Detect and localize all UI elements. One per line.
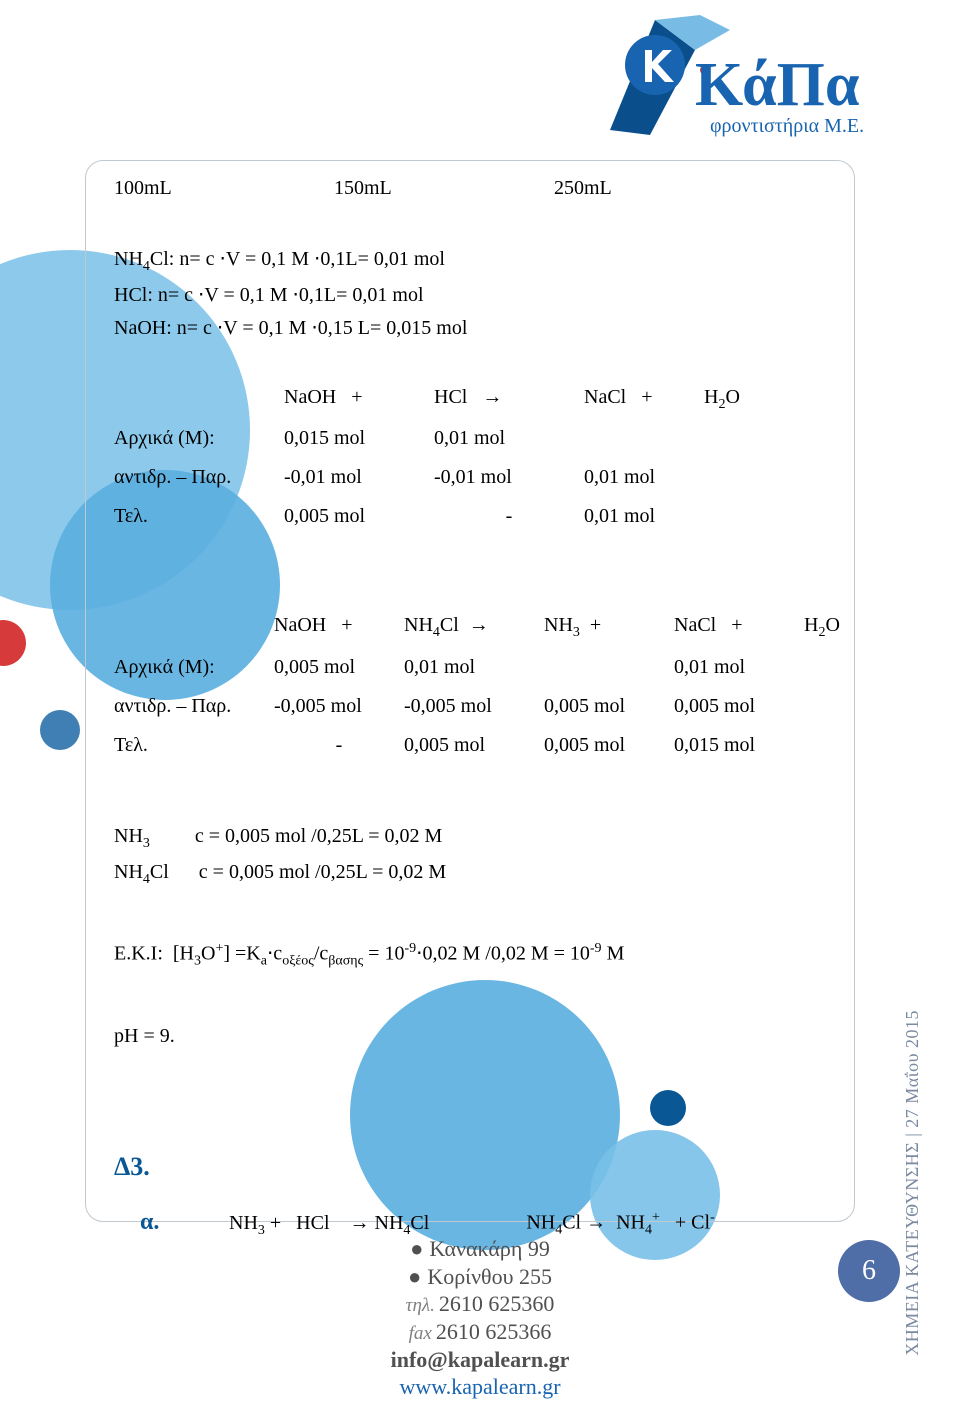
cell: 0,005 mol bbox=[674, 687, 804, 726]
row-label: Αρχικά (M): bbox=[114, 648, 274, 687]
content-frame: 100mL 150mL 250mL NH4Cl: n= c ⋅V = 0,1 M… bbox=[85, 160, 855, 1222]
rxn-hdr: NH3 + bbox=[544, 606, 674, 648]
cell: - bbox=[274, 726, 404, 765]
cell: -0,005 mol bbox=[404, 687, 544, 726]
footer: ●Κανακάρη 99 ●Κορίνθου 255 τηλ.2610 6253… bbox=[0, 1235, 960, 1401]
cell: 0,015 mol bbox=[284, 419, 434, 458]
cell: - bbox=[434, 497, 584, 536]
cell: 0,01 mol bbox=[404, 648, 544, 687]
cell: 0,005 mol bbox=[284, 497, 434, 536]
concentration-block: NH3 c = 0,005 mol /0,25L = 0,02 M NH4Cl … bbox=[114, 821, 834, 1052]
cell: 0,005 mol bbox=[404, 726, 544, 765]
page-number-badge: 6 bbox=[838, 1240, 900, 1302]
conc-line: NH4Cl c = 0,005 mol /0,25L = 0,02 M bbox=[114, 857, 834, 891]
footer-addr2: ●Κορίνθου 255 bbox=[0, 1263, 960, 1291]
rxn-hdr: NaOH + bbox=[284, 378, 434, 420]
volume-2: 150mL bbox=[334, 173, 554, 204]
rxn-hdr: H2O bbox=[804, 606, 864, 648]
rxn-hdr: NaCl + bbox=[674, 606, 804, 648]
cell: 0,005 mol bbox=[274, 648, 404, 687]
mole-calculations: NH4Cl: n= c ⋅V = 0,1 M ⋅0,1L= 0,01 mol H… bbox=[114, 244, 834, 344]
cell bbox=[584, 419, 704, 458]
footer-fax: fax2610 625366 bbox=[0, 1318, 960, 1346]
footer-addr1: ●Κανακάρη 99 bbox=[0, 1235, 960, 1263]
cell: 0,01 mol bbox=[674, 648, 804, 687]
brand-logo: ΚάΠα φροντιστήρια Μ.Ε. bbox=[600, 10, 900, 150]
cell: -0,01 mol bbox=[284, 458, 434, 497]
volume-3: 250mL bbox=[554, 173, 612, 204]
volume-row: 100mL 150mL 250mL bbox=[114, 173, 834, 204]
decor-circle bbox=[40, 710, 80, 750]
calc-line: NH4Cl: n= c ⋅V = 0,1 M ⋅0,1L= 0,01 mol bbox=[114, 244, 834, 278]
cell: -0,01 mol bbox=[434, 458, 584, 497]
row-label: αντιδρ. – Παρ. bbox=[114, 458, 284, 497]
eki-line: E.K.I: [H3O+] =Ka⋅cοξέος/cβασης = 10-9⋅0… bbox=[114, 938, 834, 972]
cell: 0,01 mol bbox=[584, 497, 704, 536]
cell: -0,005 mol bbox=[274, 687, 404, 726]
rxn-hdr: HCl → bbox=[434, 378, 584, 420]
volume-1: 100mL bbox=[114, 173, 334, 204]
cell: 0,01 mol bbox=[434, 419, 584, 458]
rxn-hdr: H2O bbox=[704, 378, 794, 420]
rxn-hdr: NH4Cl → bbox=[404, 606, 544, 648]
calc-line: HCl: n= c ⋅V = 0,1 M ⋅0,1L= 0,01 mol bbox=[114, 280, 834, 311]
footer-email: info@kapalearn.gr bbox=[0, 1346, 960, 1374]
cell: 0,005 mol bbox=[544, 687, 674, 726]
row-label: αντιδρ. – Παρ. bbox=[114, 687, 274, 726]
reaction-table-1: NaOH + HCl → NaCl + H2O Αρχικά (M): 0,01… bbox=[114, 378, 834, 537]
rxn-hdr: NaCl + bbox=[584, 378, 704, 420]
reaction-table-2: NaOH + NH4Cl → NH3 + NaCl + H2O Αρχικά (… bbox=[114, 606, 834, 765]
row-label: Αρχικά (M): bbox=[114, 419, 284, 458]
calc-line: NaOH: n= c ⋅V = 0,1 M ⋅0,15 L= 0,015 mol bbox=[114, 313, 834, 344]
section-d3-alpha: α. NH3 + HCl → NH4Cl NH4Cl → NH4+ + Cl- bbox=[140, 1189, 834, 1241]
decor-circle bbox=[0, 620, 26, 666]
row-label: Τελ. bbox=[114, 497, 284, 536]
brand-subtitle: φροντιστήρια Μ.Ε. bbox=[710, 115, 864, 137]
footer-web: www.kapalearn.gr bbox=[0, 1373, 960, 1401]
row-label: Τελ. bbox=[114, 726, 274, 765]
cell: 0,015 mol bbox=[674, 726, 804, 765]
ph-line: pH = 9. bbox=[114, 1021, 834, 1052]
rxn-hdr: NaOH + bbox=[274, 606, 404, 648]
cell: 0,01 mol bbox=[584, 458, 704, 497]
section-d3-title: Δ3. bbox=[114, 1147, 834, 1187]
footer-tel: τηλ.2610 625360 bbox=[0, 1290, 960, 1318]
brand-name: ΚάΠα bbox=[695, 51, 859, 119]
conc-line: NH3 c = 0,005 mol /0,25L = 0,02 M bbox=[114, 821, 834, 855]
cell: 0,005 mol bbox=[544, 726, 674, 765]
